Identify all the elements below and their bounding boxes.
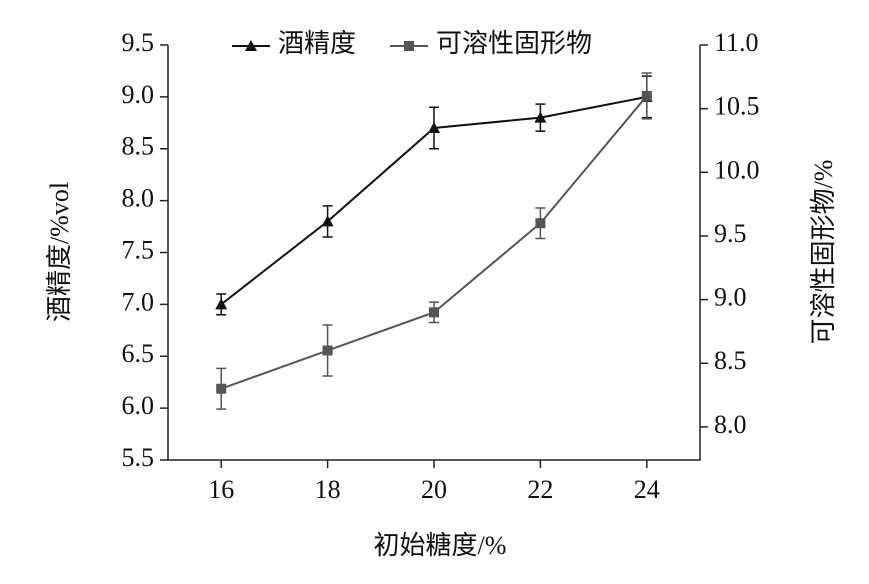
data-point — [429, 307, 439, 318]
data-point — [321, 215, 334, 227]
y2-tick-label: 8.5 — [714, 346, 747, 375]
y-tick-label: 9.5 — [122, 28, 155, 57]
x-tick-label: 18 — [315, 475, 341, 504]
data-point — [215, 298, 228, 310]
data-point — [322, 345, 333, 356]
data-point — [428, 122, 440, 133]
legend-marker — [245, 40, 257, 51]
x-axis-label: 初始糖度/% — [374, 531, 507, 560]
y-tick-label: 9.0 — [122, 80, 155, 109]
y-tick-label: 7.5 — [122, 235, 155, 264]
x-tick-label: 16 — [208, 475, 234, 504]
legend-marker — [404, 41, 415, 51]
x-tick-label: 24 — [634, 475, 660, 504]
y2-tick-label: 11.0 — [714, 28, 759, 57]
y-tick-label: 8.0 — [122, 184, 155, 213]
y-tick-label: 6.0 — [122, 391, 155, 420]
x-tick-label: 22 — [527, 475, 553, 504]
y-tick-label: 7.0 — [122, 287, 155, 316]
x-tick-label: 20 — [421, 475, 447, 504]
y2-axis-label: 可溶性固形物/% — [809, 160, 838, 345]
data-point — [535, 218, 546, 229]
data-point — [641, 90, 652, 101]
legend-label: 可溶性固形物 — [436, 29, 592, 58]
data-point — [534, 111, 547, 123]
y2-tick-label: 10.0 — [714, 155, 760, 184]
legend-label: 酒精度 — [278, 29, 356, 58]
y2-tick-label: 9.0 — [714, 283, 747, 312]
y-tick-label: 5.5 — [122, 443, 155, 472]
data-point — [216, 383, 227, 394]
y-tick-label: 8.5 — [122, 132, 155, 161]
y-axis-label: 酒精度/%vol — [45, 182, 74, 322]
y-tick-label: 6.5 — [122, 339, 155, 368]
y2-tick-label: 10.5 — [714, 92, 760, 121]
y2-tick-label: 9.5 — [714, 219, 747, 248]
y2-tick-label: 8.0 — [714, 410, 747, 439]
